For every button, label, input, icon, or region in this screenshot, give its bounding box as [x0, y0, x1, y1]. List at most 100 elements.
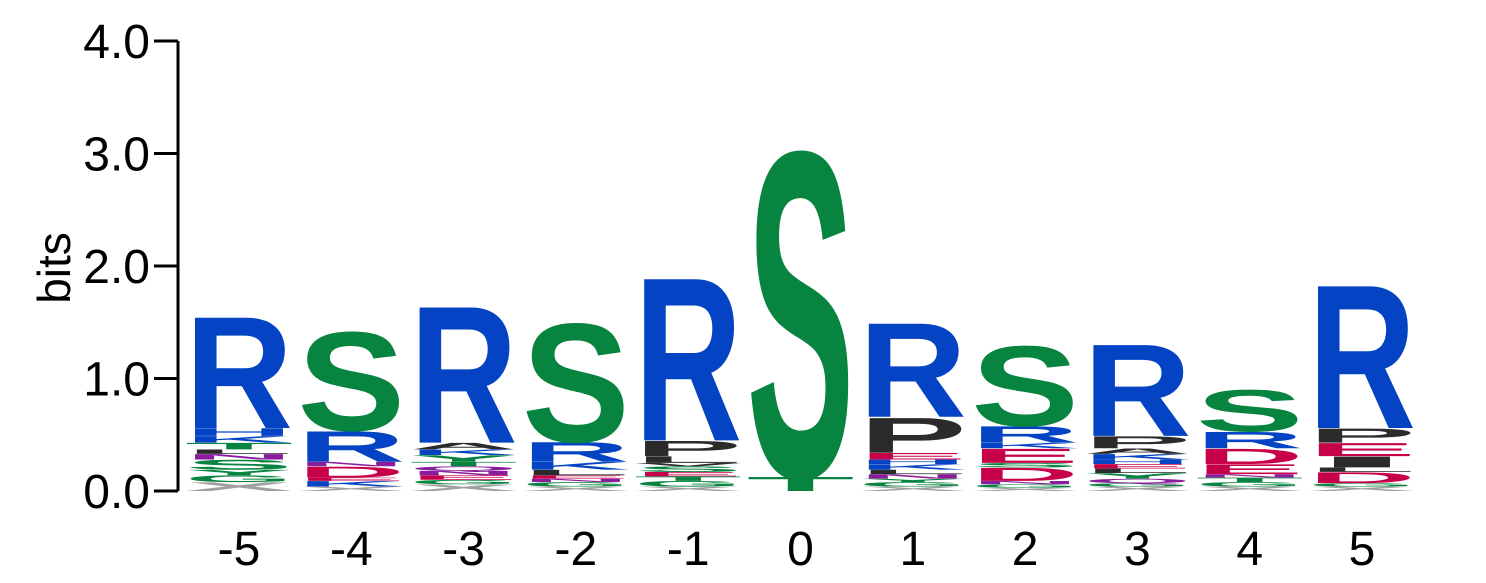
logo-letter: R: [634, 228, 742, 490]
logo-letter: G: [971, 483, 1079, 488]
logo-letter: E: [1196, 461, 1304, 477]
logo-letter: N: [522, 478, 630, 483]
y-tick-label: 2.0: [83, 241, 150, 294]
logo-letter: T: [1196, 476, 1304, 483]
logo-letter: G: [1308, 482, 1416, 487]
logo-letter: X: [522, 485, 630, 492]
x-tick-label: 5: [1349, 523, 1376, 576]
logo-letter: G: [634, 479, 742, 488]
logo-letter: X: [185, 480, 293, 494]
logo-letter: S: [971, 322, 1079, 450]
x-tick-label: 3: [1124, 523, 1151, 576]
logo-letter: D: [297, 463, 405, 481]
logo-letter: K: [859, 463, 967, 472]
logo-letter: K: [297, 479, 405, 488]
logo-letter: K: [410, 448, 518, 457]
logo-letter: E: [971, 445, 1079, 468]
logo-letter: G: [522, 481, 630, 488]
logo-letter: S: [634, 465, 742, 474]
logo-column: TS: [747, 56, 855, 577]
logo-letter: S: [971, 462, 1079, 469]
logo-letter: N: [410, 470, 518, 477]
logo-letter: E: [522, 474, 630, 479]
logo-letter: L: [1308, 466, 1416, 473]
logo-letter: K: [1083, 452, 1191, 461]
logo-letter: L: [859, 468, 967, 475]
logo-glyphs: XGYSNLTKHRXKEDNRSXGENQTYKARXGNELKRSXGTES…: [185, 56, 1416, 577]
logo-letter: L: [185, 448, 293, 455]
logo-letter: E: [859, 451, 967, 462]
logo-letter: R: [185, 283, 293, 462]
logo-letter: D: [1196, 444, 1304, 469]
logo-letter: E: [634, 471, 742, 478]
logo-letter: X: [1083, 485, 1191, 492]
logo-letter: N: [1196, 473, 1304, 478]
logo-letter: P: [1308, 424, 1416, 447]
logo-letter: H: [1083, 458, 1191, 465]
x-tick-label: -3: [442, 523, 485, 576]
x-tick-label: 1: [899, 523, 926, 576]
logo-letter: G: [1083, 482, 1191, 487]
logo-letter: R: [297, 422, 405, 471]
logo-letter: L: [634, 454, 742, 465]
x-tick-label: 4: [1236, 523, 1263, 576]
logo-letter: T: [747, 472, 855, 495]
logo-letter: R: [1083, 316, 1191, 464]
logo-letter: E: [410, 474, 518, 481]
logo-letter: X: [634, 485, 742, 492]
y-tick-label: 1.0: [83, 354, 150, 407]
logo-letter: D: [971, 464, 1079, 485]
logo-letter: R: [1196, 427, 1304, 453]
logo-letter: X: [1196, 485, 1304, 492]
logo-letter: X: [971, 487, 1079, 492]
logo-letter: P: [634, 436, 742, 461]
logo-letter: D: [1308, 469, 1416, 487]
logo-letter: V: [634, 462, 742, 467]
x-tick-label: -1: [667, 523, 710, 576]
logo-letter: Y: [859, 478, 967, 483]
logo-letter: S: [1196, 378, 1304, 445]
logo-letter: X: [297, 485, 405, 492]
y-tick-label: 3.0: [83, 129, 150, 182]
logo-letter: S: [747, 56, 855, 577]
logo-letter: K: [971, 441, 1079, 450]
x-tick-labels: -5 -4 -3 -2 -1 0 1 2 3 4 5: [218, 523, 1376, 576]
logo-letter: Q: [1083, 477, 1191, 484]
logo-letter: T: [185, 441, 293, 452]
x-tick-label: 2: [1012, 523, 1039, 576]
logo-letter: P: [1083, 433, 1191, 452]
logo-letter: N: [859, 473, 967, 480]
logo-letter: G: [410, 479, 518, 486]
logo-letter: N: [185, 452, 293, 461]
logo-letter: X: [859, 485, 967, 492]
logo-letter: R: [522, 436, 630, 468]
logo-letter: X: [410, 483, 518, 494]
logo-letter: S: [185, 457, 293, 473]
logo-letter: N: [971, 480, 1079, 485]
logo-letter: P: [859, 407, 967, 463]
x-tick-label: 0: [787, 523, 814, 576]
logo-letter: G: [1196, 481, 1304, 488]
logo-letter: K: [185, 434, 293, 444]
x-tick-label: -5: [218, 523, 261, 576]
logo-letter: A: [410, 441, 518, 451]
logo-letter: R: [971, 421, 1079, 447]
logo-letter: R: [410, 265, 518, 484]
logo-letter: E: [1308, 439, 1416, 460]
logo-letter: L: [522, 468, 630, 477]
y-ticks: 0.0 1.0 2.0 3.0 4.0: [83, 16, 178, 519]
logo-letter: H: [185, 426, 293, 438]
logo-letter: S: [297, 303, 405, 461]
x-tick-label: -4: [330, 523, 373, 576]
logo-letter: X: [1308, 485, 1416, 492]
logo-letter: E: [297, 477, 405, 482]
logo-letter: Y: [1083, 472, 1191, 481]
logo-letter: I: [1308, 453, 1416, 471]
